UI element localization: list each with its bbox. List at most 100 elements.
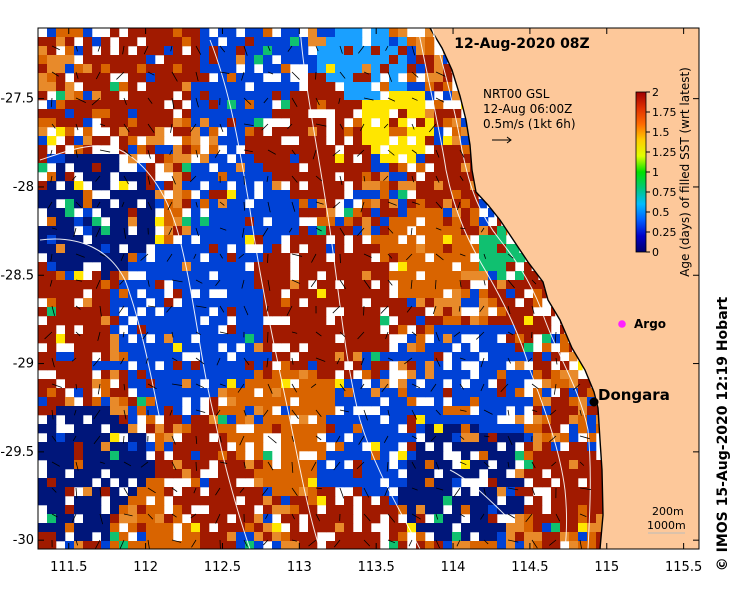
sst-cell (56, 442, 66, 452)
current-arrow (123, 175, 129, 185)
sst-cell (173, 352, 183, 362)
sst-cell (542, 415, 552, 425)
sst-cell (155, 316, 165, 326)
sst-cell (461, 154, 471, 164)
current-arrow (219, 227, 227, 231)
sst-cell (218, 505, 228, 515)
sst-cell (551, 379, 561, 389)
sst-cell (236, 352, 246, 362)
sst-cell (308, 361, 318, 371)
current-arrow (387, 71, 393, 82)
sst-cell (155, 478, 165, 488)
sst-cell (191, 415, 201, 425)
sst-cell (200, 190, 210, 200)
sst-cell (92, 523, 102, 533)
sst-cell (128, 262, 138, 272)
sst-cell (452, 334, 462, 344)
sst-cell (128, 28, 138, 38)
sst-cell (398, 397, 408, 407)
sst-cell (173, 244, 183, 254)
sst-cell (47, 424, 57, 434)
sst-cell (371, 361, 381, 371)
current-arrow (333, 461, 341, 471)
current-arrow (51, 383, 62, 388)
sst-cell (335, 37, 345, 47)
sst-cell (137, 460, 147, 470)
sst-cell (407, 406, 417, 416)
sst-cell (227, 235, 237, 245)
sst-cell (362, 118, 372, 128)
sst-cell (434, 325, 444, 335)
sst-cell (119, 406, 129, 416)
sst-cell (452, 424, 462, 434)
sst-cell (281, 433, 291, 443)
sst-cell (182, 253, 192, 263)
sst-cell (551, 496, 561, 506)
sst-cell (164, 163, 174, 173)
sst-cell (371, 244, 381, 254)
current-arrow (75, 383, 78, 390)
sst-cell (470, 244, 480, 254)
sst-cell (236, 541, 246, 549)
sst-cell (146, 217, 156, 227)
current-arrow (339, 175, 343, 185)
sst-cell (416, 244, 426, 254)
sst-cell (119, 190, 129, 200)
sst-cell (407, 244, 417, 254)
sst-cell (308, 352, 318, 362)
sst-cell (407, 442, 417, 452)
sst-cell (74, 271, 84, 281)
sst-cell (155, 487, 165, 497)
current-arrow (363, 513, 371, 522)
sst-cell (497, 433, 507, 443)
current-arrow (219, 331, 229, 335)
sst-cell (497, 289, 507, 299)
sst-cell (74, 136, 84, 146)
current-arrow (171, 461, 177, 471)
sst-cell (371, 343, 381, 353)
sst-cell (407, 172, 417, 182)
sst-cell (83, 82, 93, 92)
current-arrow (579, 487, 591, 490)
sst-cell (290, 388, 300, 398)
current-arrow (291, 513, 295, 520)
sst-cell (299, 505, 309, 515)
sst-cell (407, 451, 417, 461)
sst-cell (272, 505, 282, 515)
sst-cell (353, 487, 363, 497)
sst-cell (299, 397, 309, 407)
sst-cell (47, 352, 57, 362)
sst-cell (497, 217, 502, 227)
sst-cell (461, 316, 471, 326)
sst-cell (254, 199, 264, 209)
sst-cell (137, 262, 147, 272)
sst-cell (47, 82, 57, 92)
current-arrow (123, 487, 129, 496)
sst-cell (308, 235, 318, 245)
sst-cell (182, 496, 192, 506)
sst-cell (56, 469, 66, 479)
sst-cell (200, 307, 210, 317)
sst-cell (164, 271, 174, 281)
current-arrow (238, 253, 245, 259)
current-arrow (171, 175, 176, 185)
sst-cell (533, 298, 543, 308)
sst-cell (299, 262, 309, 272)
sst-cell (281, 127, 291, 137)
sst-cell (38, 280, 48, 290)
sst-cell (452, 370, 462, 380)
sst-cell (281, 388, 291, 398)
sst-cell (272, 163, 282, 173)
sst-cell (218, 217, 228, 227)
sst-cell (479, 496, 489, 506)
sst-cell (434, 82, 444, 92)
current-arrow (190, 513, 197, 519)
sst-cell (299, 208, 309, 218)
sst-cell (497, 505, 507, 515)
sst-cell (353, 316, 363, 326)
current-arrow (315, 357, 326, 362)
sst-cell (164, 406, 174, 416)
sst-cell (227, 388, 237, 398)
sst-cell (164, 388, 174, 398)
sst-cell (209, 496, 219, 506)
